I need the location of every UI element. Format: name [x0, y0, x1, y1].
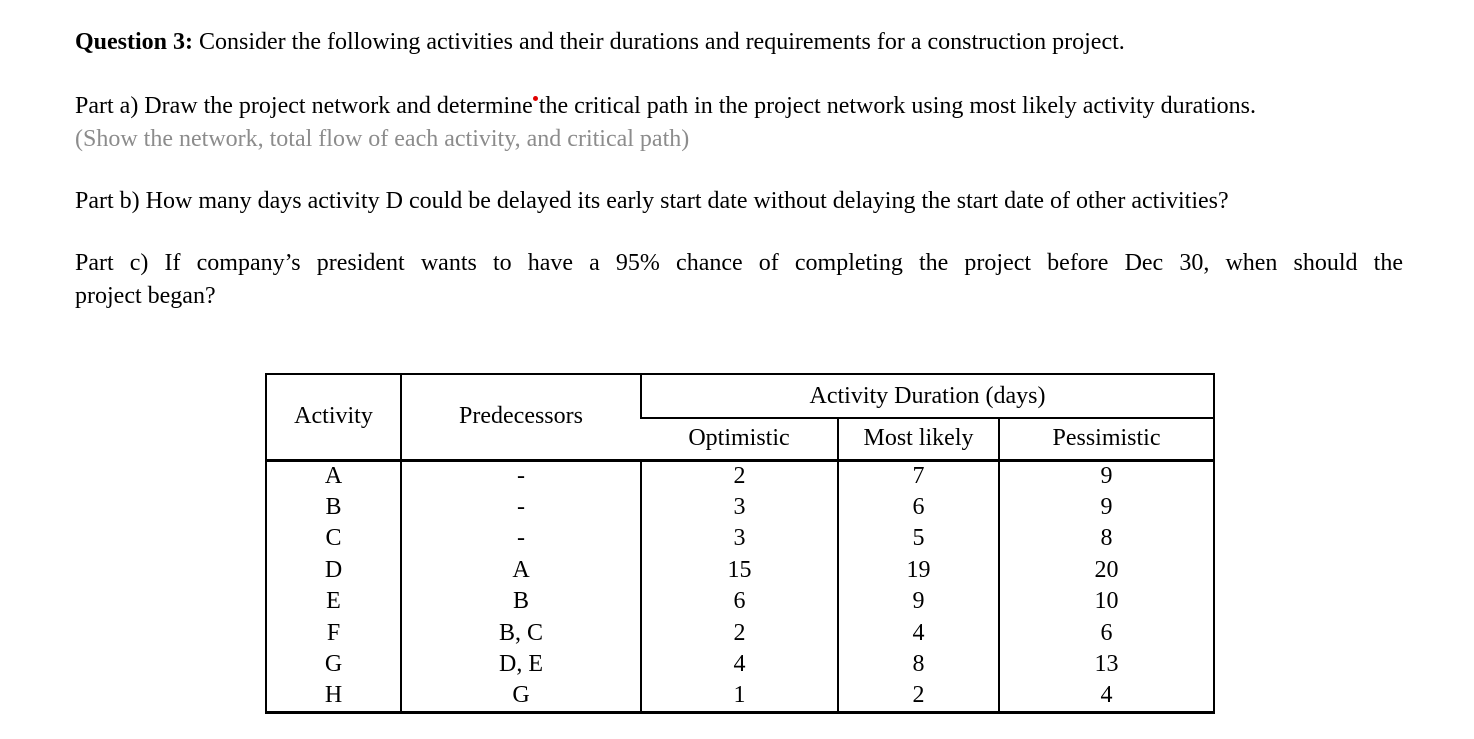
part-c-text-line2: project began? [75, 283, 216, 309]
cell-predecessors: - [400, 460, 641, 492]
cell-activity: D [324, 556, 343, 583]
question-heading: Question 3: Consider the following activ… [75, 26, 1403, 59]
cell-pessimistic: 9 [998, 460, 1214, 492]
cell-optimistic: 15 [640, 554, 838, 586]
cell-activity: A [324, 463, 343, 489]
cell-optimistic: 1 [640, 680, 838, 712]
col-header-predecessors: Predecessors [400, 374, 641, 460]
part-a-note: (Show the network, total flow of each ac… [75, 126, 690, 152]
table-row: H G 1 2 4 [266, 680, 1214, 712]
table-row: G D, E 4 8 13 [266, 649, 1214, 681]
cell-predecessors: - [400, 491, 641, 523]
cell-most-likely: 9 [837, 586, 999, 618]
col-header-most-likely: Most likely [837, 418, 999, 460]
red-dot-icon [532, 96, 538, 101]
cell-optimistic: 3 [640, 523, 838, 555]
cell-pessimistic: 10 [998, 586, 1214, 618]
question-label: Question 3: [75, 29, 194, 55]
cell-activity: B [325, 493, 342, 520]
activities-table: Activity Predecessors Activity Duration … [265, 373, 1215, 714]
cell-activity: H [324, 682, 343, 708]
cell-predecessors: A [400, 554, 641, 586]
cell-pessimistic: 4 [998, 680, 1214, 712]
cell-optimistic: 4 [640, 649, 838, 681]
col-header-pessimistic: Pessimistic [998, 418, 1214, 460]
part-a-text: Part a) Draw the project network and det… [75, 90, 1403, 123]
cell-pessimistic: 6 [998, 617, 1214, 649]
table-row: E B 6 9 10 [266, 586, 1214, 618]
col-header-optimistic: Optimistic [688, 425, 790, 452]
cell-pessimistic: 20 [998, 554, 1214, 586]
cell-predecessors: G [400, 680, 641, 712]
cell-optimistic: 2 [640, 460, 838, 492]
table-row: C - 3 5 8 [266, 523, 1214, 555]
cell-optimistic: 6 [640, 586, 838, 618]
cell-activity: E [326, 588, 341, 615]
table-header-row-sub: Optimistic Most likely Pessimistic [266, 418, 1214, 460]
col-header-activity: Activity [294, 403, 373, 430]
cell-pessimistic: 13 [998, 649, 1214, 681]
cell-predecessors: B [400, 586, 641, 618]
cell-most-likely: 8 [837, 649, 999, 681]
cell-activity: G [324, 651, 343, 678]
part-b-text: Part b) How many days activity D could b… [75, 188, 1229, 214]
question-text: Consider the following activities and th… [199, 29, 1125, 55]
table-row: A - 2 7 9 [266, 460, 1214, 492]
table-row: F B, C 2 4 6 [266, 617, 1214, 649]
cell-optimistic: 3 [640, 491, 838, 523]
cell-most-likely: 4 [837, 617, 999, 649]
part-a-after-dot: the critical path in the project network… [538, 93, 1256, 119]
table-row: D A 15 19 20 [266, 554, 1214, 586]
cell-most-likely: 7 [837, 460, 999, 492]
cell-most-likely: 2 [837, 680, 999, 712]
cell-most-likely: 5 [837, 523, 999, 555]
part-c-text-line1: Part c) If company’s president wants to … [75, 250, 1403, 276]
cell-activity: C [325, 525, 342, 552]
part-a-before-dot: Part a) Draw the project network and det… [75, 93, 533, 119]
cell-predecessors: D, E [400, 649, 641, 681]
cell-pessimistic: 8 [998, 523, 1214, 555]
table-header-row-group: Activity Predecessors Activity Duration … [266, 374, 1214, 460]
table-row: B - 3 6 9 [266, 491, 1214, 523]
cell-pessimistic: 9 [998, 491, 1214, 523]
col-header-duration-group: Activity Duration (days) [640, 374, 1214, 419]
cell-most-likely: 6 [837, 491, 999, 523]
cell-optimistic: 2 [640, 617, 838, 649]
cell-activity: F [326, 619, 341, 646]
cell-predecessors: B, C [400, 617, 641, 649]
cell-predecessors: - [400, 523, 641, 555]
cell-most-likely: 19 [837, 554, 999, 586]
